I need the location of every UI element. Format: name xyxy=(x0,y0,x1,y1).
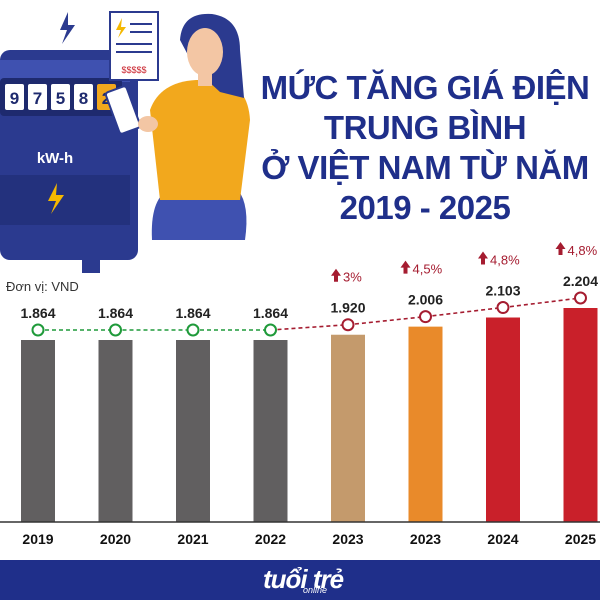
trend-segment xyxy=(502,297,581,309)
trend-segment xyxy=(270,323,349,331)
value-label: 2.103 xyxy=(485,283,520,299)
category-label: 2021 xyxy=(177,531,208,547)
value-label: 1.864 xyxy=(20,305,55,321)
bar-2025 xyxy=(563,308,598,522)
increase-label: 3% xyxy=(343,270,362,285)
meter-digit-box xyxy=(28,84,47,110)
woman-shirt xyxy=(150,80,250,200)
chart-title-line-2: TRUNG BÌNH xyxy=(323,109,527,146)
chart-title-line-1: MỨC TĂNG GIÁ ĐIỆN xyxy=(260,69,590,106)
trend-segment xyxy=(425,306,504,318)
increase-label: 4,8% xyxy=(490,253,520,268)
category-label: 2023 xyxy=(410,531,441,547)
woman-hand xyxy=(138,116,158,132)
category-label: 2023 xyxy=(332,531,363,547)
lightning-icon xyxy=(116,18,126,38)
receipt-amount: $$$$$ xyxy=(121,65,146,75)
point-marker xyxy=(341,318,355,332)
category-label: 2025 xyxy=(565,531,596,547)
bar-2021 xyxy=(176,340,210,522)
meter-digit-box xyxy=(74,84,93,110)
woman-face xyxy=(187,28,223,76)
value-label: 1.864 xyxy=(175,305,210,321)
unit-label: Đơn vị: VND xyxy=(6,279,79,294)
up-arrow-icon xyxy=(555,242,566,255)
chart-increase-labels: 3% 4,5% 4,8% 4,8% xyxy=(331,242,598,285)
value-label: 1.864 xyxy=(98,305,133,321)
category-label: 2024 xyxy=(487,531,518,547)
bar-2023 xyxy=(408,326,443,522)
increase-label: 4,8% xyxy=(568,243,598,258)
category-label: 2019 xyxy=(22,531,53,547)
lightning-icon xyxy=(60,12,75,44)
meter-top-panel xyxy=(0,60,130,82)
chart-value-labels: 1.864 1.864 1.864 1.864 1.920 2.006 2.103 2.204 xyxy=(20,273,598,321)
category-label: 2022 xyxy=(255,531,286,547)
value-label: 2.204 xyxy=(563,273,598,289)
meter-digit: 9 xyxy=(10,89,19,108)
up-arrow-icon xyxy=(478,251,488,265)
point-marker xyxy=(186,323,200,337)
point-marker xyxy=(264,323,277,337)
point-marker xyxy=(496,301,510,315)
up-arrow-icon xyxy=(400,260,411,274)
bar-2023 xyxy=(331,334,365,522)
value-label: 1.864 xyxy=(253,305,288,321)
receipt-illustration: $$$$$ xyxy=(109,11,159,81)
brand-logo-sub: online xyxy=(303,585,328,595)
chart-title: MỨC TĂNG GIÁ ĐIỆN TRUNG BÌNH Ở VIỆT NAM … xyxy=(255,68,595,228)
meter-foot xyxy=(82,255,100,273)
meter-lower-panel xyxy=(0,175,130,225)
woman-pants xyxy=(151,190,247,240)
bar-2020 xyxy=(98,340,133,522)
meter-digit-box xyxy=(5,84,24,110)
point-marker xyxy=(574,291,587,305)
chart-markers xyxy=(31,291,587,337)
woman-illustration xyxy=(104,13,250,240)
meter-digit: 5 xyxy=(56,89,65,108)
meter-digit: 7 xyxy=(33,89,42,108)
chart-bars xyxy=(21,308,598,522)
meter-unit-label: kW-h xyxy=(37,150,73,167)
chart-category-labels: 2019 2020 2021 2022 2023 2023 2024 2025 xyxy=(22,531,596,547)
phone-icon xyxy=(104,85,142,135)
lightning-icon xyxy=(48,183,64,214)
point-marker xyxy=(109,323,122,337)
point-marker xyxy=(31,323,45,337)
value-label: 1.920 xyxy=(330,300,365,316)
bar-2024 xyxy=(486,317,520,522)
bar-2022 xyxy=(253,340,288,522)
meter-digit: 8 xyxy=(79,89,88,108)
trend-segment xyxy=(347,315,426,326)
chart-title-line-3: Ở VIỆT NAM TỪ NĂM xyxy=(261,149,589,186)
up-arrow-icon xyxy=(331,268,341,282)
bar-2019 xyxy=(21,340,55,522)
point-marker xyxy=(419,310,432,324)
brand-logo[interactable]: tuổi trẻ xyxy=(263,564,344,594)
category-label: 2020 xyxy=(100,531,131,547)
meter-digits: 97582 xyxy=(5,84,116,110)
footer-bar: tuổi trẻ online xyxy=(0,560,600,600)
chart-canvas: 97582 kW-h $$$$$ 1.864 1.864 1.864 1.864 1.9… xyxy=(0,11,600,547)
meter-digit-box xyxy=(51,84,70,110)
increase-label: 4,5% xyxy=(413,262,443,277)
chart-title-line-4: 2019 - 2025 xyxy=(339,189,511,226)
value-label: 2.006 xyxy=(408,292,443,308)
chart-trend-lines xyxy=(38,297,581,331)
electricity-meter-illustration: 97582 kW-h xyxy=(0,12,138,273)
